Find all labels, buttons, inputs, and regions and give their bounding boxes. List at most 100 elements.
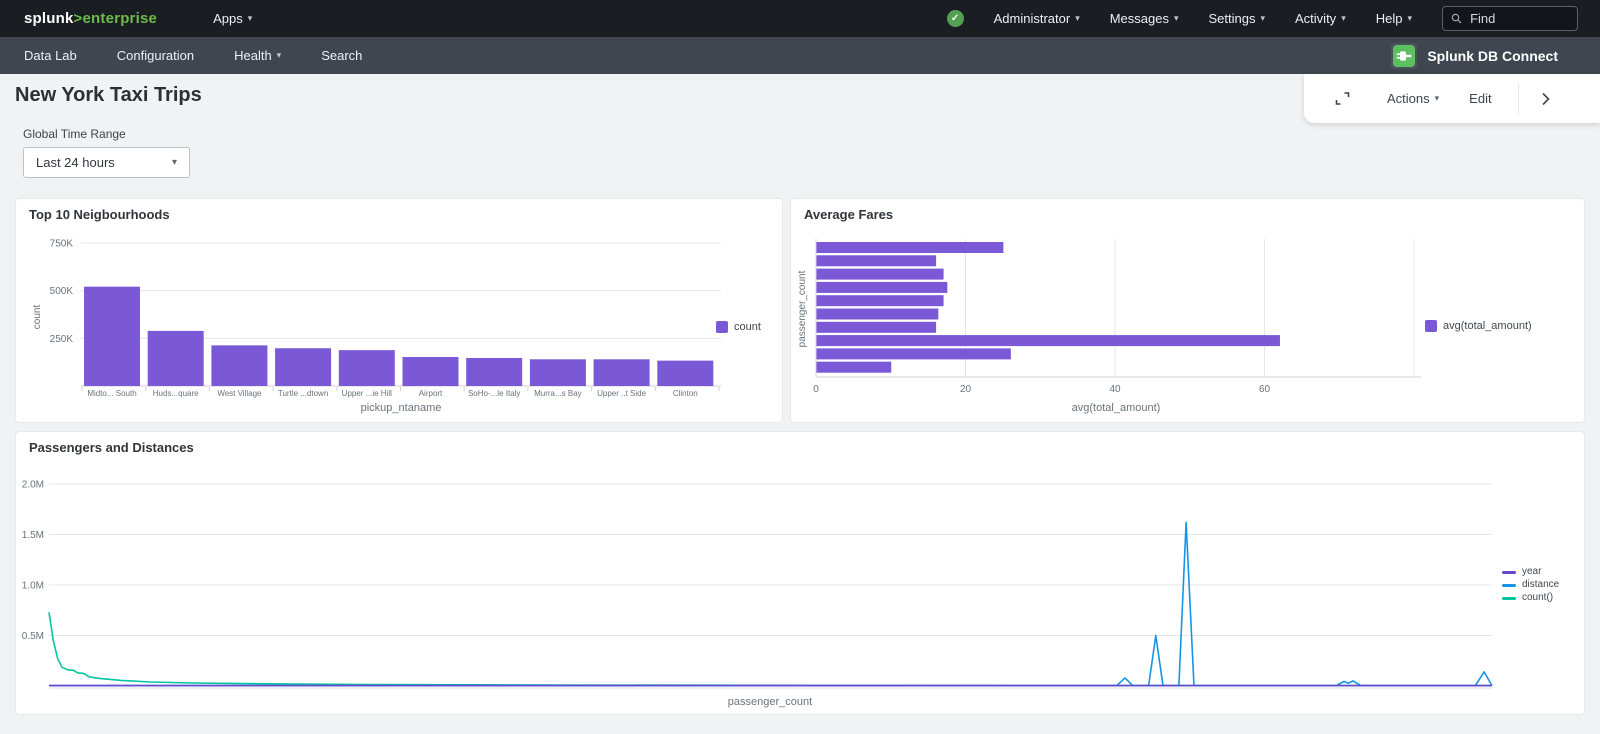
chevron-down-icon: ▾ (1075, 13, 1080, 23)
find-search-box[interactable] (1442, 6, 1578, 31)
legend-label: count() (1522, 592, 1554, 603)
chart-legend[interactable]: year distance count() (1502, 566, 1559, 605)
y-tick-label: 1.0M (22, 581, 44, 592)
find-input[interactable] (1468, 10, 1569, 27)
panel-passengers-distances: Passengers and Distances 0.5M 1.0M 1.5M 2.0… (15, 431, 1585, 715)
menu-messages[interactable]: Messages ▾ (1110, 11, 1179, 26)
legend-swatch (1502, 583, 1516, 587)
chart-legend[interactable]: avg(total_amount) (1425, 320, 1532, 333)
x-axis-title: pickup_ntaname (361, 402, 442, 414)
dashboard-toolbar: Actions ▾ Edit (1304, 74, 1600, 123)
bar[interactable] (466, 357, 523, 386)
bar[interactable] (338, 350, 395, 386)
hbar[interactable] (816, 268, 944, 280)
hbar[interactable] (816, 321, 937, 333)
panel-title: Top 10 Neigbourhoods (29, 207, 170, 222)
chart-canvas: 250K 500K 750K Midto... South Huds...quare We… (32, 239, 721, 414)
x-tick-label: 60 (1259, 384, 1271, 395)
chevron-down-icon: ▾ (1173, 13, 1179, 23)
line-series-distance[interactable] (49, 521, 1493, 687)
x-axis-title: passenger_count (728, 696, 812, 708)
legend-entry[interactable]: avg(total_amount) (1425, 320, 1532, 332)
menu-help-label: Help (1375, 11, 1403, 26)
x-tick-label: Clinton (673, 389, 698, 398)
menu-help[interactable]: Help ▾ (1376, 11, 1412, 26)
apps-menu[interactable]: Apps ▾ (213, 11, 252, 26)
chevron-down-icon: ▾ (276, 50, 282, 60)
hbar[interactable] (816, 335, 1280, 347)
x-axis-title: avg(total_amount) (1072, 402, 1161, 414)
y-tick-label: 0.5M (22, 631, 44, 642)
bar-chart-average-fares[interactable]: 0 20 40 60 avg(total_amount) passenger_count (791, 199, 1584, 422)
brand-enterprise: enterprise (82, 10, 158, 27)
hbar[interactable] (816, 308, 939, 320)
chevron-down-icon: ▾ (1341, 13, 1346, 23)
panel-title: Average Fares (804, 207, 894, 222)
hbar[interactable] (816, 295, 944, 307)
health-status-icon[interactable]: ✓ (946, 10, 964, 27)
bar[interactable] (147, 330, 204, 386)
top-nav-bar: splunk>enterprise Apps ▾ ✓ Administrator… (0, 0, 1600, 37)
panel-average-fares: Average Fares 0 20 40 60 avg(total_amount) pa… (790, 198, 1585, 423)
menu-administrator[interactable]: Administrator ▾ (994, 11, 1080, 26)
line-chart-passengers-distances[interactable]: 0.5M 1.0M 1.5M 2.0M passenger_count (16, 432, 1584, 714)
y-tick-label: 500K (50, 286, 74, 297)
page-title: New York Taxi Trips (15, 84, 202, 106)
bar-chart-top10-neighbourhoods[interactable]: 250K 500K 750K Midto... South Huds...quare We… (16, 199, 782, 422)
bar[interactable] (275, 348, 332, 386)
chevron-right-icon[interactable] (1541, 92, 1550, 106)
menu-settings[interactable]: Settings ▾ (1209, 11, 1266, 26)
hbar[interactable] (816, 255, 937, 267)
legend-label: distance (1522, 579, 1560, 590)
tab-configuration[interactable]: Configuration (117, 48, 194, 63)
hbar[interactable] (816, 281, 948, 293)
chevron-down-icon: ▾ (1260, 13, 1266, 23)
x-tick-label: Airport (419, 389, 443, 398)
tab-data-lab[interactable]: Data Lab (24, 48, 77, 63)
hbar[interactable] (816, 348, 1011, 360)
chart-legend[interactable]: count (716, 321, 761, 334)
x-tick-label: Murra...s Bay (534, 389, 582, 398)
hbar[interactable] (816, 361, 892, 373)
splunk-logo[interactable]: splunk>enterprise (24, 10, 157, 27)
bar[interactable] (84, 286, 140, 386)
chevron-down-icon: ▾ (1407, 13, 1412, 23)
brand-splunk: splunk (24, 10, 74, 27)
time-range-label: Global Time Range (23, 127, 126, 141)
edit-button[interactable]: Edit (1469, 91, 1492, 106)
bar[interactable] (657, 360, 714, 386)
legend-label: avg(total_amount) (1443, 320, 1532, 332)
legend-label: count (734, 321, 761, 333)
y-axis-title: passenger_count (797, 270, 808, 347)
legend-entry[interactable]: count() (1502, 592, 1559, 604)
bar[interactable] (593, 359, 650, 386)
hbar[interactable] (816, 242, 1004, 253)
legend-swatch (716, 321, 728, 333)
bar[interactable] (402, 357, 459, 386)
y-tick-label: 750K (50, 239, 74, 250)
legend-swatch (1502, 596, 1516, 600)
tab-health[interactable]: Health ▾ (234, 48, 281, 63)
plug-icon (1393, 44, 1416, 67)
time-range-dropdown[interactable]: Last 24 hours ▾ (23, 147, 190, 178)
bar[interactable] (529, 359, 586, 386)
legend-entry[interactable]: count (716, 321, 761, 333)
legend-entry[interactable]: year (1502, 566, 1559, 578)
line-series-count()[interactable] (48, 612, 1492, 687)
x-tick-label: 40 (1109, 384, 1121, 395)
chevron-down-icon: ▾ (247, 13, 253, 23)
menu-activity[interactable]: Activity ▾ (1295, 11, 1346, 26)
x-tick-label: SoHo-...le Italy (468, 389, 520, 398)
bar[interactable] (211, 345, 268, 386)
menu-administrator-label: Administrator (993, 11, 1071, 26)
legend-entry[interactable]: distance (1502, 579, 1559, 591)
brand-gt: > (73, 10, 83, 27)
y-tick-label: 250K (50, 334, 74, 345)
tab-search[interactable]: Search (321, 48, 362, 63)
x-tick-label: 20 (960, 384, 972, 395)
actions-menu-button[interactable]: Actions ▾ (1387, 91, 1439, 106)
app-identity[interactable]: Splunk DB Connect (1391, 42, 1558, 69)
fullscreen-icon[interactable] (1334, 90, 1351, 107)
search-icon (1451, 13, 1462, 24)
legend-label: year (1522, 566, 1542, 577)
